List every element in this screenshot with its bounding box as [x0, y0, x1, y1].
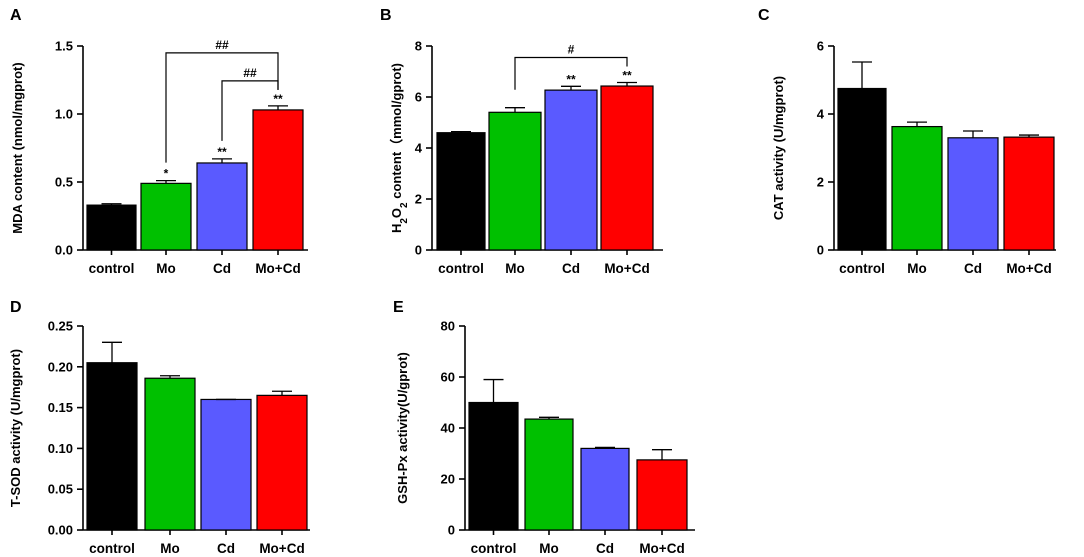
y-axis-title-subscript: 2	[399, 202, 410, 208]
panel-d: D 0.00 0.05 0.10 0.15 0.20 0.25 control Mo Cd Mo+C…	[8, 299, 310, 556]
x-tick-label: Mo	[907, 261, 927, 276]
y-tick-label: 0	[448, 523, 455, 538]
y-axis-title: H2O2 content（mmol/gprot)	[389, 63, 410, 233]
y-tick-label: 2	[817, 175, 824, 190]
x-tick-label: Mo+Cd	[255, 261, 300, 276]
x-tick-label: Mo+Cd	[1006, 261, 1051, 276]
panel-letter: E	[393, 299, 404, 316]
bar-cd	[200, 398, 252, 531]
y-tick-label: 0.00	[48, 523, 73, 538]
bar-mo	[144, 377, 196, 531]
x-tick-label: Cd	[596, 541, 614, 556]
y-axis-title-part: content（mmol/gprot)	[389, 63, 404, 202]
panel-letter: C	[758, 7, 770, 24]
panel-c: C 0 2 4 6 control Mo Cd Mo+Cd CAT activity (U/mgp…	[758, 7, 1056, 276]
bracket-label: ##	[243, 66, 257, 80]
x-tick-label: Mo+Cd	[604, 261, 649, 276]
panel-e: E 0 20 40 60 80 control Mo Cd Mo+Cd GSH-Px activit…	[393, 299, 695, 556]
y-tick-label: 0.10	[48, 441, 73, 456]
y-tick-label: 0.05	[48, 482, 73, 497]
x-tick-label: control	[471, 541, 517, 556]
y-tick-label: 6	[817, 39, 824, 54]
comparison-bracket	[514, 56, 628, 90]
y-tick-label: 0.20	[48, 359, 73, 374]
bar-mo-cd	[636, 459, 688, 531]
y-tick-label: 0.0	[55, 243, 73, 258]
bracket-label: #	[568, 42, 575, 56]
x-tick-label: Mo	[160, 541, 180, 556]
bar-cd	[196, 162, 248, 251]
x-tick-label: Mo	[156, 261, 176, 276]
y-axis-title-part: H	[389, 224, 404, 233]
y-tick-label: 60	[441, 370, 455, 385]
bar-control	[468, 401, 519, 531]
x-tick-label: Cd	[964, 261, 982, 276]
bar-cd	[544, 89, 598, 251]
x-tick-label: control	[839, 261, 885, 276]
y-tick-label: 0	[415, 243, 422, 258]
y-tick-label: 1.5	[55, 39, 73, 54]
comparison-bracket	[165, 52, 279, 163]
bar-control	[86, 362, 138, 531]
panel-letter: A	[10, 7, 22, 24]
bar-mo	[488, 111, 542, 251]
x-tick-label: Cd	[217, 541, 235, 556]
bracket-label: ##	[215, 38, 229, 52]
x-tick-label: Cd	[213, 261, 231, 276]
bar-mo-cd	[1003, 136, 1055, 251]
y-tick-label: 0	[817, 243, 824, 258]
bar-cd	[580, 447, 630, 531]
x-tick-label: control	[89, 261, 135, 276]
bar-mo	[140, 182, 192, 251]
y-tick-label: 40	[441, 421, 455, 436]
x-tick-label: Mo+Cd	[639, 541, 684, 556]
y-tick-label: 0.5	[55, 175, 73, 190]
significance-label: **	[566, 72, 576, 86]
significance-label: **	[273, 92, 283, 106]
x-tick-label: Mo	[505, 261, 525, 276]
y-tick-label: 4	[817, 107, 825, 122]
x-tick-label: control	[438, 261, 484, 276]
y-axis-title: MDA content (nmol/mgprot)	[10, 62, 25, 233]
x-tick-label: Mo	[539, 541, 559, 556]
x-tick-label: Cd	[562, 261, 580, 276]
bar-control	[86, 204, 137, 251]
bar-mo-cd	[256, 394, 308, 531]
y-tick-label: 6	[415, 90, 422, 105]
panel-letter: B	[380, 7, 392, 24]
y-tick-label: 1.0	[55, 107, 73, 122]
bar-mo	[891, 125, 943, 251]
y-axis-title: CAT activity (U/mgprot)	[771, 76, 786, 220]
bar-control	[837, 87, 887, 251]
x-tick-label: control	[89, 541, 135, 556]
x-tick-label: Mo+Cd	[259, 541, 304, 556]
y-tick-label: 2	[415, 192, 422, 207]
y-axis-title-subscript: 2	[399, 218, 410, 224]
y-tick-label: 0.25	[48, 319, 73, 334]
significance-label: *	[164, 167, 169, 181]
panel-a: A 0.0 0.5 1.0 1.5 control * Mo ** Cd ** Mo+Cd ## ## MD…	[10, 7, 308, 276]
y-axis-title-part: O	[389, 208, 404, 218]
bar-mo-cd	[252, 109, 304, 251]
bar-cd	[947, 137, 999, 251]
y-axis-title: GSH-Px activity(U/gprot)	[395, 352, 410, 504]
y-tick-label: 4	[415, 141, 423, 156]
y-tick-label: 20	[441, 472, 455, 487]
y-tick-label: 80	[441, 319, 455, 334]
y-axis-title: T-SOD activity (U/mgprot)	[8, 349, 23, 507]
bar-mo	[524, 418, 574, 531]
bar-control	[436, 132, 486, 251]
y-tick-label: 8	[415, 39, 422, 54]
significance-label: **	[622, 68, 632, 82]
significance-label: **	[217, 145, 227, 159]
bar-mo-cd	[600, 85, 654, 251]
panel-letter: D	[10, 299, 22, 316]
y-tick-label: 0.15	[48, 400, 73, 415]
